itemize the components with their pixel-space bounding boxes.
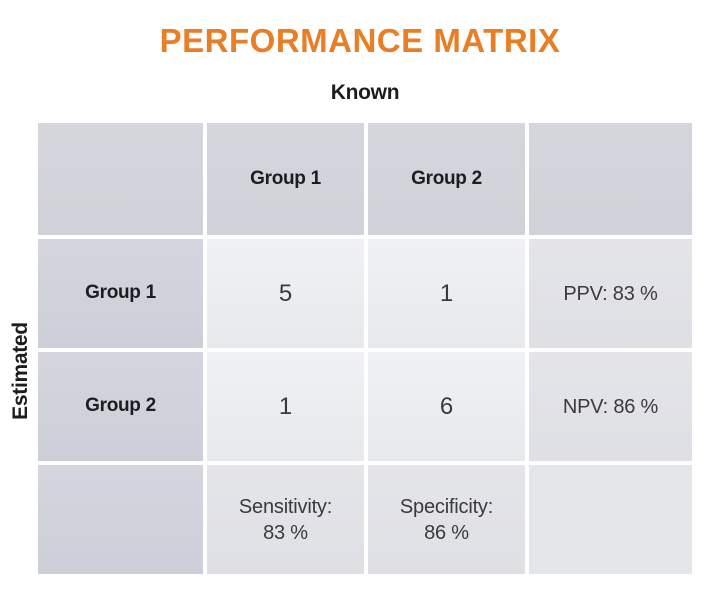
npv-cell: NPV: 86 % xyxy=(529,352,692,461)
sensitivity-label: Sensitivity: xyxy=(238,495,333,518)
sensitivity-value: 83 % xyxy=(263,521,308,544)
col-header-group2: Group 2 xyxy=(368,123,525,235)
col-header-group1: Group 1 xyxy=(207,123,364,235)
specificity-cell: Specificity: 86 % xyxy=(368,465,525,574)
matrix-cell-est1-known1: 5 xyxy=(207,239,364,348)
specificity-value: 86 % xyxy=(424,521,469,544)
page-title: PERFORMANCE MATRIX xyxy=(159,22,561,59)
matrix-cell-est1-known2: 1 xyxy=(368,239,525,348)
row-header-group1: Group 1 xyxy=(38,239,203,348)
confusion-matrix-table: Group 1 Group 2 Group 1 5 1 PPV: 83 % Gr… xyxy=(38,123,692,574)
matrix-cell-est2-known1: 1 xyxy=(207,352,364,461)
header-right-spacer-cell xyxy=(529,123,692,235)
bottom-right-spacer-cell xyxy=(529,465,692,574)
matrix-cell-est2-known2: 6 xyxy=(368,352,525,461)
sensitivity-cell: Sensitivity: 83 % xyxy=(207,465,364,574)
specificity-label: Specificity: xyxy=(399,495,494,518)
ppv-cell: PPV: 83 % xyxy=(529,239,692,348)
row-header-group2: Group 2 xyxy=(38,352,203,461)
known-axis-label: Known xyxy=(330,81,400,104)
corner-spacer-cell xyxy=(38,123,203,235)
estimated-axis-label: Estimated xyxy=(9,322,32,420)
bottom-left-spacer-cell xyxy=(38,465,203,574)
